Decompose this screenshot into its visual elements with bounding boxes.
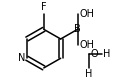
Text: H: H bbox=[103, 49, 111, 59]
Text: O: O bbox=[90, 49, 98, 59]
Text: N: N bbox=[18, 53, 25, 63]
Text: OH: OH bbox=[80, 40, 94, 50]
Text: F: F bbox=[41, 2, 47, 12]
Text: OH: OH bbox=[80, 9, 94, 19]
Text: B: B bbox=[74, 24, 81, 34]
Text: H: H bbox=[85, 69, 92, 79]
